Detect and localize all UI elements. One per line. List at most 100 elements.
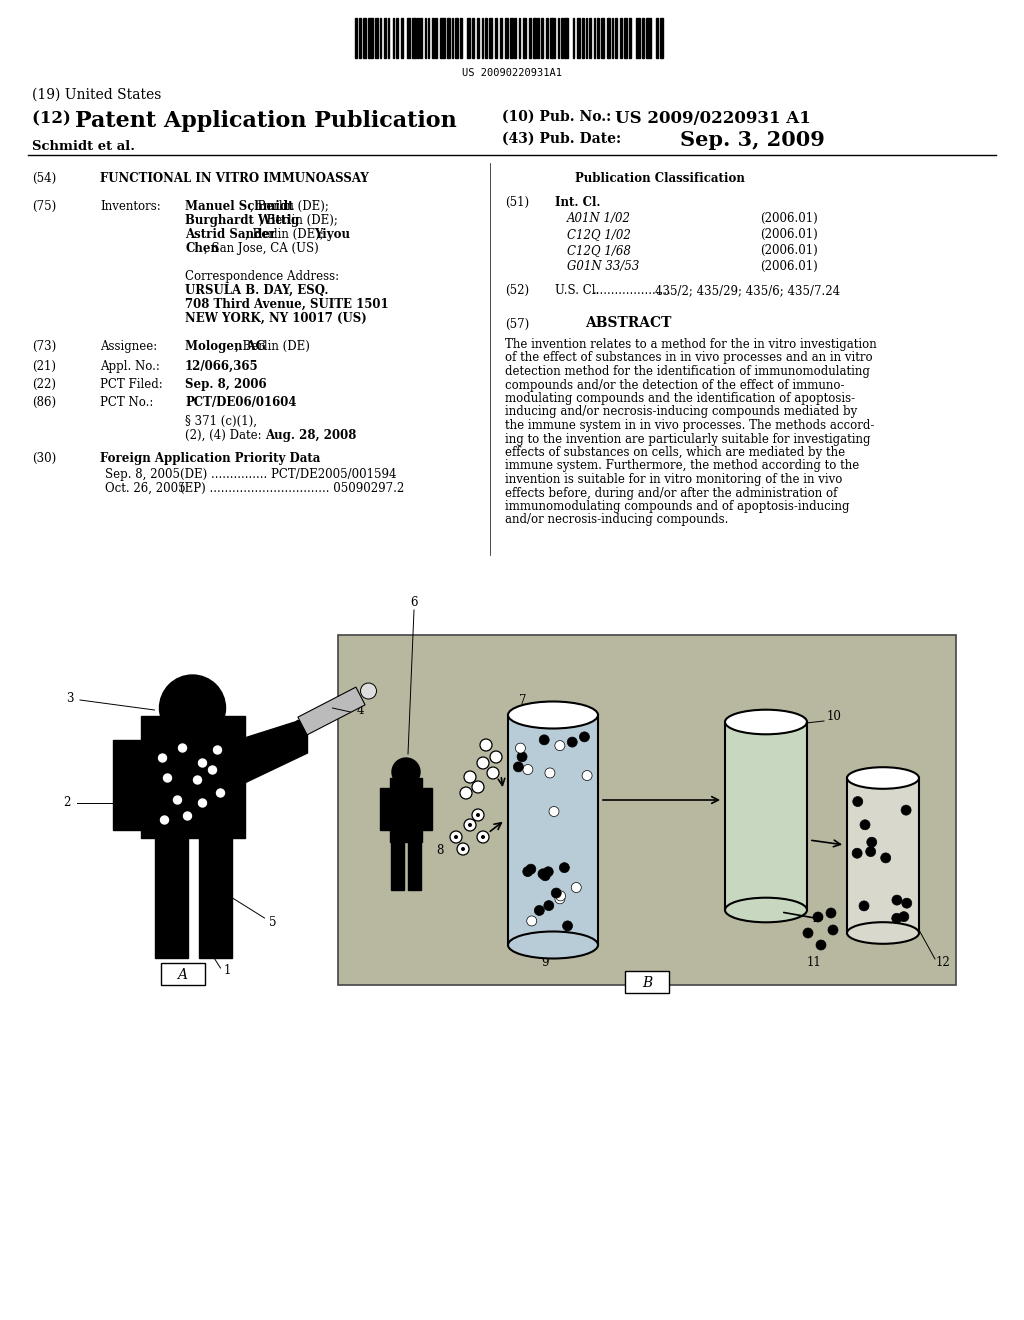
Circle shape	[813, 912, 823, 921]
Bar	[417, 18, 419, 58]
Bar	[380, 788, 392, 830]
Text: Correspondence Address:: Correspondence Address:	[185, 271, 339, 282]
Bar	[467, 18, 470, 58]
Text: (EP) ................................ 05090297.2: (EP) ................................ 05…	[180, 482, 404, 495]
Bar	[420, 788, 432, 830]
Text: , Berlin (DE);: , Berlin (DE);	[245, 228, 328, 242]
Circle shape	[523, 866, 532, 876]
Bar	[642, 18, 644, 58]
Text: Mologen AG: Mologen AG	[185, 341, 266, 352]
Text: (54): (54)	[32, 172, 56, 185]
Text: Manuel Schmidt: Manuel Schmidt	[185, 201, 294, 213]
Bar	[391, 840, 404, 890]
Bar	[400, 18, 403, 58]
Text: (52): (52)	[505, 284, 529, 297]
Text: (19) United States: (19) United States	[32, 88, 162, 102]
Bar	[611, 18, 613, 58]
Bar	[355, 18, 357, 58]
Text: (73): (73)	[32, 341, 56, 352]
Bar	[489, 18, 493, 58]
Circle shape	[457, 843, 469, 855]
Circle shape	[828, 925, 838, 935]
Text: 5: 5	[268, 916, 276, 929]
Circle shape	[490, 751, 502, 763]
Bar	[550, 18, 555, 58]
Bar	[440, 18, 445, 58]
Bar	[500, 18, 502, 58]
Circle shape	[881, 853, 891, 863]
Text: 12: 12	[936, 957, 950, 969]
Text: Burghardt Wittig: Burghardt Wittig	[185, 214, 299, 227]
Circle shape	[549, 807, 559, 817]
Bar	[534, 18, 536, 58]
Bar	[392, 18, 394, 58]
Circle shape	[213, 746, 221, 754]
Circle shape	[464, 771, 476, 783]
Bar	[586, 18, 588, 58]
Text: NEW YORK, NY 10017 (US): NEW YORK, NY 10017 (US)	[185, 312, 367, 325]
Text: inducing and/or necrosis-inducing compounds mediated by: inducing and/or necrosis-inducing compou…	[505, 405, 857, 418]
Circle shape	[515, 743, 525, 754]
Circle shape	[173, 796, 181, 804]
Bar	[542, 18, 543, 58]
Text: (2006.01): (2006.01)	[760, 228, 818, 242]
Circle shape	[178, 744, 186, 752]
Text: , Berlin (DE);: , Berlin (DE);	[250, 201, 329, 213]
Bar	[364, 18, 367, 58]
Circle shape	[461, 847, 465, 851]
Circle shape	[454, 836, 458, 840]
Text: Schmidt et al.: Schmidt et al.	[32, 140, 135, 153]
Bar	[561, 18, 563, 58]
Text: The invention relates to a method for the in vitro investigation: The invention relates to a method for th…	[505, 338, 877, 351]
Bar	[538, 18, 539, 58]
Bar	[408, 840, 421, 890]
Text: (75): (75)	[32, 201, 56, 213]
Bar	[625, 972, 669, 993]
Text: , San Jose, CA (US): , San Jose, CA (US)	[204, 242, 318, 255]
Polygon shape	[245, 718, 307, 783]
Text: Aug. 28, 2008: Aug. 28, 2008	[265, 429, 356, 442]
Text: Astrid Sander: Astrid Sander	[185, 228, 276, 242]
Circle shape	[517, 752, 527, 762]
Text: 11: 11	[807, 957, 821, 969]
Bar	[564, 18, 567, 58]
Text: ABSTRACT: ABSTRACT	[585, 315, 672, 330]
Bar	[477, 18, 479, 58]
Bar	[428, 18, 429, 58]
Circle shape	[523, 764, 532, 775]
Circle shape	[555, 741, 565, 751]
Bar	[583, 18, 584, 58]
Circle shape	[892, 913, 902, 923]
Circle shape	[513, 762, 523, 772]
Text: (21): (21)	[32, 360, 56, 374]
Bar	[435, 18, 437, 58]
Bar	[725, 722, 807, 909]
Circle shape	[859, 900, 869, 911]
Text: Appl. No.:: Appl. No.:	[100, 360, 160, 374]
Bar	[481, 18, 483, 58]
Bar	[338, 635, 956, 985]
Ellipse shape	[725, 710, 807, 734]
Text: US 20090220931A1: US 20090220931A1	[462, 69, 562, 78]
Circle shape	[545, 768, 555, 777]
Circle shape	[476, 813, 480, 817]
Text: ing to the invention are particularly suitable for investigating: ing to the invention are particularly su…	[505, 433, 870, 446]
Circle shape	[892, 895, 902, 906]
Text: Inventors:: Inventors:	[100, 201, 161, 213]
Text: effects before, during and/or after the administration of: effects before, during and/or after the …	[505, 487, 838, 499]
Circle shape	[164, 774, 171, 781]
Text: 6: 6	[411, 595, 418, 609]
Bar	[558, 18, 559, 58]
Text: PCT/DE06/01604: PCT/DE06/01604	[185, 396, 297, 409]
Circle shape	[544, 867, 553, 876]
Bar	[455, 18, 458, 58]
Text: Sep. 3, 2009: Sep. 3, 2009	[680, 129, 825, 150]
Text: Assignee:: Assignee:	[100, 341, 158, 352]
Text: immunomodulating compounds and of apoptosis-inducing: immunomodulating compounds and of apopto…	[505, 500, 850, 513]
Circle shape	[183, 812, 191, 820]
Circle shape	[392, 758, 420, 785]
Circle shape	[487, 767, 499, 779]
Text: .....................: .....................	[593, 284, 672, 297]
Text: invention is suitable for in vitro monitoring of the in vivo: invention is suitable for in vitro monit…	[505, 473, 843, 486]
Text: C12Q 1/02: C12Q 1/02	[567, 228, 631, 242]
